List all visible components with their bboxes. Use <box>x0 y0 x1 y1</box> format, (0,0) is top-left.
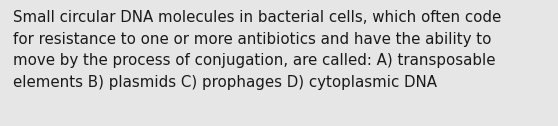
Text: Small circular DNA molecules in bacterial cells, which often code
for resistance: Small circular DNA molecules in bacteria… <box>13 10 501 90</box>
